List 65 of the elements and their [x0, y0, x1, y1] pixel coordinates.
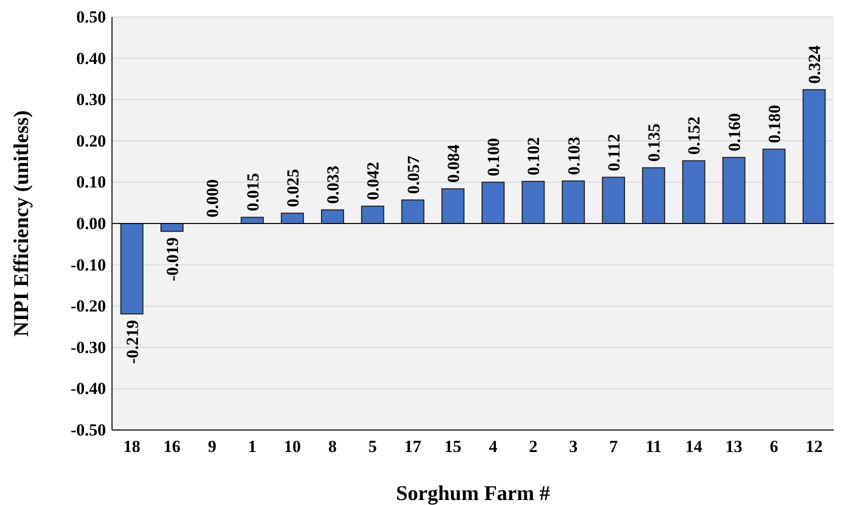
x-tick-label: 9: [208, 437, 216, 456]
y-tick-label: -0.40: [70, 379, 106, 398]
x-tick-label: 12: [806, 437, 823, 456]
x-tick-label: 7: [609, 437, 618, 456]
y-axis-title: NIPI Efficiency (unitless): [9, 110, 33, 337]
x-tick-label: 2: [528, 437, 538, 456]
y-tick-label: -0.20: [70, 296, 106, 316]
y-tick-label: -0.10: [70, 255, 106, 274]
bar: [160, 223, 184, 232]
bar: [320, 209, 344, 224]
x-tick-label: 3: [569, 437, 578, 456]
x-axis-title: Sorghum Farm #: [396, 481, 550, 505]
data-label: 0.015: [243, 173, 262, 212]
data-label: 0.152: [684, 116, 704, 155]
y-tick-label: 0.50: [76, 7, 106, 26]
x-tick-label: 11: [646, 437, 662, 456]
bar: [722, 156, 746, 224]
data-label: 0.135: [644, 123, 664, 162]
data-label: 0.042: [364, 162, 383, 200]
data-label: 0.033: [324, 166, 343, 204]
bar: [602, 176, 626, 224]
data-label: 0.000: [203, 179, 222, 218]
x-tick-label: 17: [404, 437, 422, 456]
bar: [642, 167, 666, 224]
data-label: -0.019: [163, 237, 182, 282]
bar: [441, 188, 464, 224]
x-tick-label: 4: [488, 437, 498, 456]
bar: [682, 160, 706, 224]
x-tick-label: 13: [725, 437, 742, 456]
y-tick-label: -0.50: [70, 420, 106, 440]
bar: [401, 199, 424, 224]
y-tick-label: 0.20: [76, 131, 106, 150]
x-tick-label: 10: [284, 437, 301, 456]
x-tick-label: 1: [248, 437, 257, 456]
data-label: -0.219: [122, 320, 142, 364]
x-tick-label: 14: [685, 437, 703, 456]
y-tick-label: -0.30: [70, 338, 106, 357]
y-tick-label: 0.40: [76, 48, 106, 68]
y-tick-label: 0.30: [76, 90, 106, 110]
x-tick-label: 16: [164, 437, 180, 456]
bar: [482, 182, 505, 224]
bar: [802, 89, 826, 224]
bar: [361, 206, 384, 224]
x-tick-label: 5: [368, 437, 377, 456]
y-tick-label: 0.10: [76, 172, 106, 192]
bar: [280, 212, 304, 224]
bar: [522, 180, 545, 224]
data-label: 0.084: [444, 144, 463, 183]
bar: [562, 180, 585, 224]
x-tick-label: 6: [770, 437, 778, 456]
x-tick-label: 15: [444, 437, 462, 456]
bar: [120, 223, 144, 314]
x-tick-label: 18: [123, 437, 140, 456]
data-label: 0.100: [484, 138, 504, 176]
data-label: 0.112: [604, 134, 624, 172]
data-label: 0.324: [805, 44, 824, 84]
data-label: 0.025: [283, 168, 302, 208]
data-label: 0.160: [724, 113, 744, 152]
data-label: 0.103: [564, 136, 584, 175]
bar: [762, 148, 786, 224]
data-label: 0.180: [765, 104, 784, 144]
data-label: 0.057: [404, 155, 423, 194]
x-tick-label: 8: [328, 437, 337, 456]
data-label: 0.102: [524, 137, 544, 176]
y-tick-label: 0.00: [76, 214, 106, 233]
